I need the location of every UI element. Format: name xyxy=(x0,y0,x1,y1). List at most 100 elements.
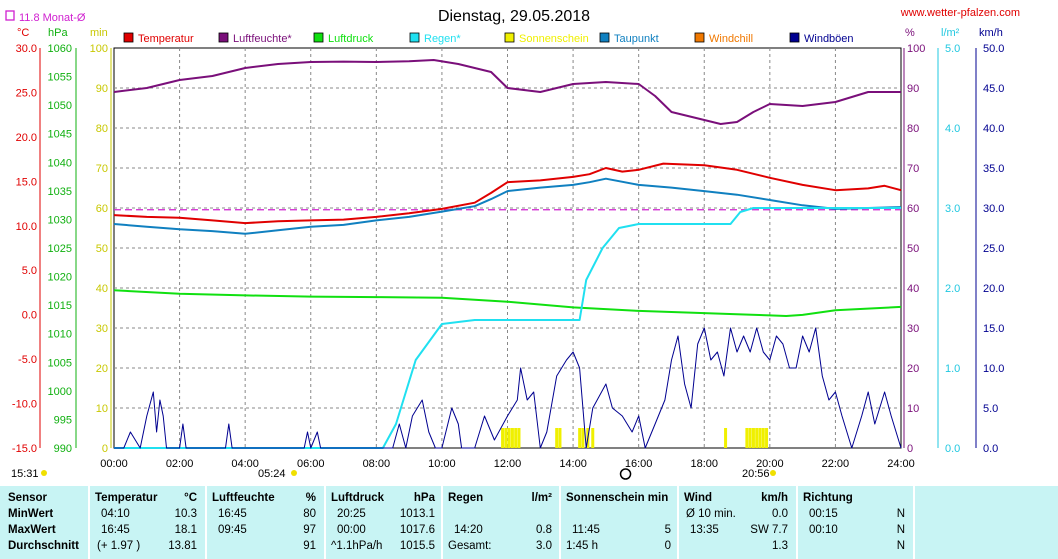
stats-divider xyxy=(796,486,798,559)
axis-ticks: 00:00 02:00 04:00 06:00 08:00 10:00 12:00 14:00… xyxy=(12,43,1005,470)
legend-label-taupunkt: Taupunkt xyxy=(614,33,659,45)
y-tick-temp: 25.0 xyxy=(16,87,37,99)
rain-max-time: 14:20 xyxy=(454,524,483,536)
x-tick-label: 06:00 xyxy=(297,458,325,470)
wind-min-val: 0.0 xyxy=(772,508,788,520)
hum-unit: % xyxy=(305,492,316,504)
stats-divider xyxy=(677,486,679,559)
y-tick-sun: 60 xyxy=(96,203,108,215)
axis-unit-rain: l/m² xyxy=(941,27,960,39)
y-tick-humidity: 80 xyxy=(907,123,919,135)
sunset-icon xyxy=(770,470,776,476)
x-tick-label: 22:00 xyxy=(822,458,850,470)
sunset-label: 20:56 xyxy=(742,468,770,480)
y-tick-wind: 40.0 xyxy=(983,123,1004,135)
stats-col-wind: Wind km/h Ø 10 min. 0.0 13:35 SW 7.7 1.3 xyxy=(684,486,792,559)
y-tick-sun: 50 xyxy=(96,243,108,255)
y-tick-humidity: 100 xyxy=(907,43,925,55)
pres-min-time: 20:25 xyxy=(337,508,366,520)
weather-chart: Dienstag, 29.05.2018 www.wetter-pfalzen.… xyxy=(5,7,1020,480)
series-line-luftfeuchte xyxy=(113,59,901,125)
dir-min-val: N xyxy=(896,508,905,520)
website-label: www.wetter-pfalzen.com xyxy=(900,7,1020,19)
dir-max-time: 00:10 xyxy=(809,524,838,536)
stats-divider xyxy=(441,486,443,559)
y-tick-temp: 10.0 xyxy=(16,221,37,233)
sun-avg-note: 1:45 h xyxy=(566,540,598,552)
axis-unit-pressure: hPa xyxy=(48,27,68,39)
temp-min-time: 04:10 xyxy=(101,508,130,520)
sunrise-icon xyxy=(291,470,297,476)
y-tick-sun: 10 xyxy=(96,403,108,415)
x-tick-label: 10:00 xyxy=(428,458,456,470)
sunshine-bar xyxy=(514,428,518,448)
legend-label-windboeen: Windböen xyxy=(804,33,854,45)
y-tick-sun: 90 xyxy=(96,83,108,95)
legend-swatch-taupunkt xyxy=(599,32,610,43)
stats-col-sunshine: Sonnenschein min 11:45 5 1:45 h 0 xyxy=(566,486,673,559)
y-tick-rain: 0.0 xyxy=(945,443,960,455)
sun-avg-val: 0 xyxy=(664,540,671,552)
sunshine-bar xyxy=(581,428,585,448)
temp-avg-val: 13.81 xyxy=(168,540,197,552)
sunshine-bar xyxy=(504,428,508,448)
y-tick-pressure: 1035 xyxy=(48,186,72,198)
y-tick-humidity: 40 xyxy=(907,283,919,295)
y-tick-temp: -5.0 xyxy=(18,354,37,366)
row-label-avg: Durchschnitt xyxy=(8,540,79,552)
pres-header: Luftdruck xyxy=(331,492,385,504)
wind-header: Wind xyxy=(684,492,712,504)
sunshine-bar xyxy=(591,428,595,448)
stats-divider xyxy=(88,486,90,559)
stats-col-humidity: Luftfeuchte % 16:45 80 09:45 97 91 xyxy=(212,486,320,559)
axis-unit-humidity: % xyxy=(905,27,915,39)
legend: Temperatur Luftfeuchte* Luftdruck Regen* Son… xyxy=(123,32,854,45)
temp-header: Temperatur xyxy=(95,492,158,504)
dir-max-val: N xyxy=(896,524,905,536)
x-tick-label: 24:00 xyxy=(887,458,915,470)
y-tick-rain: 3.0 xyxy=(945,203,960,215)
y-tick-humidity: 70 xyxy=(907,163,919,175)
y-tick-sun: 70 xyxy=(96,163,108,175)
y-tick-pressure: 1030 xyxy=(48,214,72,226)
series-line-taupunkt xyxy=(113,177,902,235)
y-tick-sun: 20 xyxy=(96,363,108,375)
y-tick-rain: 4.0 xyxy=(945,123,960,135)
pres-avg-note: ^1.1hPa/h xyxy=(331,540,383,552)
row-label-min: MinWert xyxy=(8,508,54,520)
y-tick-wind: 10.0 xyxy=(983,363,1004,375)
y-tick-humidity: 60 xyxy=(907,203,919,215)
legend-swatch-windboeen xyxy=(789,32,800,43)
y-tick-pressure: 1045 xyxy=(48,129,72,141)
dir-min-time: 00:15 xyxy=(809,508,838,520)
legend-swatch-luftfeuchte xyxy=(218,32,229,43)
axis-unit-wind: km/h xyxy=(979,27,1003,39)
rain-header: Regen xyxy=(448,492,484,504)
y-tick-humidity: 50 xyxy=(907,243,919,255)
sunshine-bar xyxy=(755,428,759,448)
stats-col-rain: Regen l/m² 14:20 0.8 Gesamt: 3.0 xyxy=(448,486,554,559)
row-label-max: MaxWert xyxy=(8,524,56,536)
series-line-temperatur xyxy=(113,162,902,225)
sunshine-bar xyxy=(751,428,755,448)
sunshine-bar xyxy=(724,428,728,448)
axis-unit-sun: min xyxy=(90,27,108,39)
wind-max-time: 13:35 xyxy=(690,524,719,536)
wind-max-val: SW 7.7 xyxy=(750,524,788,536)
y-tick-humidity: 20 xyxy=(907,363,919,375)
x-tick-label: 00:00 xyxy=(100,458,128,470)
temp-max-time: 16:45 xyxy=(101,524,130,536)
sunshine-bar xyxy=(761,428,765,448)
stats-divider xyxy=(913,486,915,559)
x-tick-label: 16:00 xyxy=(625,458,653,470)
y-tick-temp: 20.0 xyxy=(16,132,37,144)
y-tick-temp: -15.0 xyxy=(12,443,37,455)
stats-table: Sensor MinWert MaxWert Durchschnitt Temp… xyxy=(0,486,1058,559)
stats-col-sensor: Sensor MinWert MaxWert Durchschnitt xyxy=(8,486,88,559)
sunshine-bar xyxy=(765,428,769,448)
y-tick-wind: 30.0 xyxy=(983,203,1004,215)
y-tick-humidity: 10 xyxy=(907,403,919,415)
sunshine-bar xyxy=(758,428,762,448)
stats-col-temperature: Temperatur °C 04:10 10.3 16:45 18.1 (+ 1… xyxy=(95,486,201,559)
temp-avg-note: (+ 1.97 ) xyxy=(97,540,141,552)
